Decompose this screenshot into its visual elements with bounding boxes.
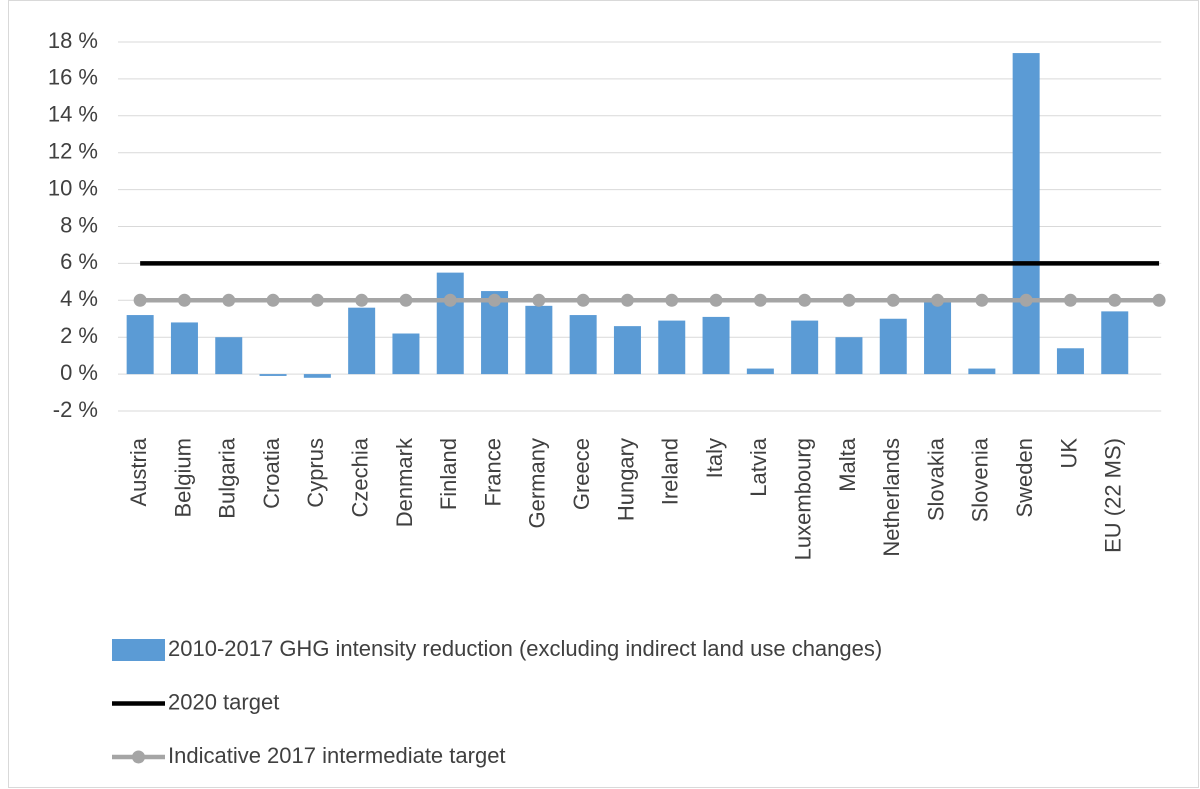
line-marker — [886, 293, 900, 307]
y-tick-label: 12 % — [48, 139, 98, 164]
x-tick-label: Latvia — [746, 437, 771, 496]
y-tick-label: 0 % — [60, 360, 98, 385]
line-marker — [576, 293, 590, 307]
bar — [791, 320, 819, 375]
y-tick-label: 18 % — [48, 28, 98, 53]
line-marker — [222, 293, 236, 307]
line-marker — [709, 293, 723, 307]
line-marker — [133, 293, 147, 307]
bar — [1012, 53, 1040, 375]
x-tick-label: Luxembourg — [790, 438, 815, 560]
x-tick-label: Cyprus — [303, 438, 328, 508]
x-tick-label: Malta — [835, 437, 860, 492]
y-tick-label: 10 % — [48, 175, 98, 200]
x-tick-label: Greece — [569, 438, 594, 510]
legend-label: Indicative 2017 intermediate target — [168, 743, 506, 768]
bar — [968, 368, 996, 375]
line-marker — [266, 293, 280, 307]
x-tick-label: Bulgaria — [215, 437, 240, 518]
bar — [126, 315, 154, 375]
line-marker — [443, 293, 457, 307]
x-tick-label: France — [480, 438, 505, 506]
line-marker — [842, 293, 856, 307]
line-marker — [753, 293, 767, 307]
line-marker — [1108, 293, 1122, 307]
bar — [569, 315, 597, 375]
x-tick-label: Denmark — [392, 437, 417, 527]
bar — [1056, 348, 1084, 375]
legend-label: 2010-2017 GHG intensity reduction (exclu… — [168, 636, 882, 661]
chart-border — [8, 0, 1199, 788]
x-tick-label: Hungary — [613, 438, 638, 521]
line-marker — [532, 293, 546, 307]
x-tick-label: Sweden — [1012, 438, 1037, 518]
x-tick-label: Finland — [436, 438, 461, 510]
x-tick-label: Croatia — [259, 437, 284, 509]
bar — [746, 368, 774, 375]
bar — [303, 374, 331, 378]
y-tick-label: 8 % — [60, 212, 98, 237]
y-tick-label: 2 % — [60, 323, 98, 348]
x-tick-label: Germany — [525, 438, 550, 528]
y-tick-label: 14 % — [48, 102, 98, 127]
bar — [392, 333, 420, 375]
line-marker — [177, 293, 191, 307]
legend-marker — [132, 750, 145, 764]
bar — [702, 316, 730, 375]
line-marker — [1152, 293, 1166, 307]
legend-label: 2020 target — [168, 689, 279, 714]
bar — [613, 326, 641, 375]
line-marker — [355, 293, 369, 307]
line-marker — [1019, 293, 1033, 307]
line-marker — [310, 293, 324, 307]
bar — [170, 322, 198, 375]
bar — [525, 305, 553, 375]
line-marker — [798, 293, 812, 307]
bar — [658, 320, 686, 375]
bar — [348, 307, 376, 375]
line-marker — [399, 293, 413, 307]
line-marker — [1063, 293, 1077, 307]
bar — [879, 318, 907, 375]
y-tick-label: -2 % — [53, 397, 98, 422]
bar — [835, 337, 863, 375]
x-tick-label: EU (22 MS) — [1101, 438, 1126, 553]
y-tick-label: 16 % — [48, 65, 98, 90]
x-tick-label: Austria — [126, 437, 151, 506]
bar — [215, 337, 243, 375]
line-marker — [931, 293, 945, 307]
line-marker — [975, 293, 989, 307]
x-tick-label: Belgium — [170, 438, 195, 517]
x-tick-label: Czechia — [347, 437, 372, 517]
y-tick-label: 6 % — [60, 249, 98, 274]
bar — [259, 374, 287, 376]
x-tick-label: Slovakia — [923, 437, 948, 521]
x-tick-label: Netherlands — [879, 438, 904, 557]
bar — [1101, 311, 1129, 375]
bar — [436, 272, 464, 375]
bar — [924, 302, 952, 375]
line-marker — [488, 293, 502, 307]
x-tick-label: Italy — [702, 438, 727, 478]
legend-swatch — [112, 639, 165, 661]
x-tick-label: UK — [1056, 438, 1081, 469]
x-tick-label: Ireland — [658, 438, 683, 505]
y-tick-label: 4 % — [60, 286, 98, 311]
x-tick-label: Slovenia — [968, 437, 993, 522]
line-marker — [620, 293, 634, 307]
line-marker — [665, 293, 679, 307]
